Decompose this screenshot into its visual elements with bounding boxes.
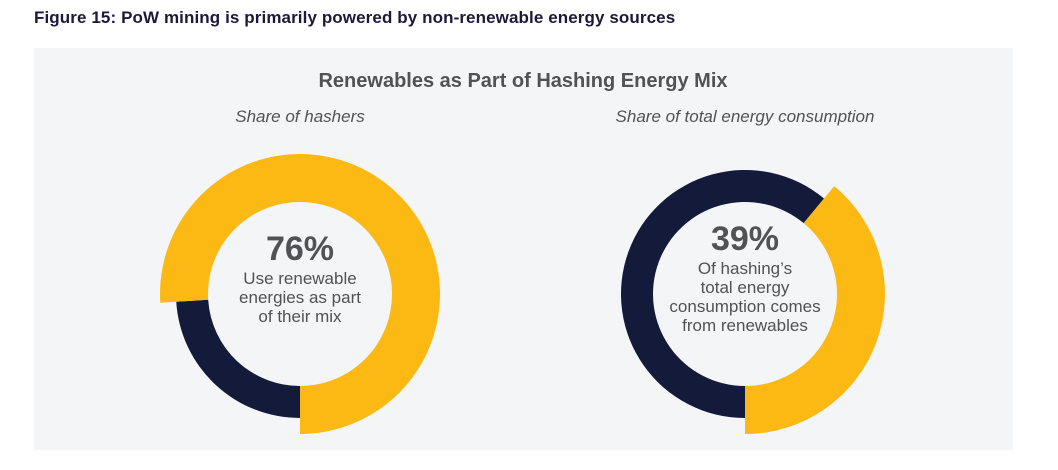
data-label-hashers-line-1: Use renewable xyxy=(243,269,357,288)
donut-chart-hashers xyxy=(160,154,440,434)
donut-chart-energy xyxy=(621,169,885,434)
figure-title: Figure 15: PoW mining is primarily power… xyxy=(34,8,676,27)
donut-segment-non-renewable-1 xyxy=(621,169,825,418)
data-label-energy-line-4: from renewables xyxy=(682,316,808,335)
subtitle-share-of-hashers: Share of hashers xyxy=(235,107,365,126)
data-label-energy-value: 39% xyxy=(710,220,780,258)
subtitle-share-of-energy: Share of total energy consumption xyxy=(615,107,875,126)
donut-segment-renewable-1 xyxy=(745,186,885,434)
donut-segment-non-renewable-0 xyxy=(176,299,300,418)
data-label-energy-line-2: total energy xyxy=(700,278,790,297)
data-label-energy-line-3: consumption comes xyxy=(669,297,821,316)
data-label-hashers-line-2: energies as part xyxy=(239,288,361,307)
donut-segment-renewable-0 xyxy=(160,154,440,434)
chart-title: Renewables as Part of Hashing Energy Mix xyxy=(318,70,728,92)
center-label-hashers: 76% Use renewable energies as part of th… xyxy=(200,229,400,326)
data-label-energy-line-1: Of hashing’s xyxy=(697,259,793,278)
center-label-energy: 39% Of hashing’s total energy consumptio… xyxy=(645,219,845,335)
data-label-hashers-value: 76% xyxy=(265,230,335,268)
data-label-hashers-line-3: of their mix xyxy=(258,307,342,326)
